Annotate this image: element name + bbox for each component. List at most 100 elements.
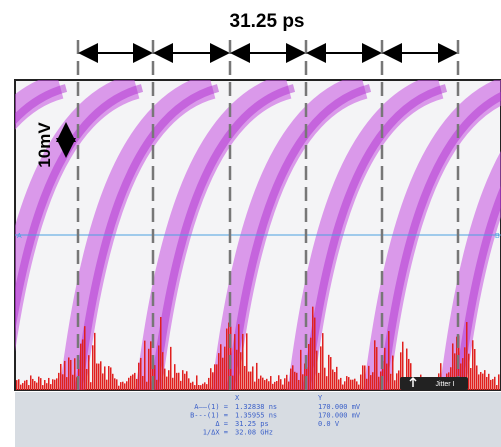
histogram-bar [312, 307, 314, 390]
histogram-bar [368, 366, 370, 390]
histogram-bar [484, 370, 486, 390]
histogram-bar [388, 331, 390, 390]
histogram-bar [482, 374, 484, 390]
histogram-bar [92, 345, 94, 390]
jitter-button[interactable]: Jitter I [400, 377, 468, 390]
histogram-bar [216, 364, 218, 390]
histogram-bar [392, 356, 394, 390]
histogram-bar [144, 341, 146, 390]
histogram-bar [182, 370, 184, 390]
histogram-bar [324, 368, 326, 390]
histogram-bar [298, 380, 300, 390]
histogram-bar [196, 375, 198, 390]
histogram-bar [232, 376, 234, 390]
readout-x: 31.25 ps [235, 420, 269, 428]
histogram-bar [108, 366, 110, 390]
histogram-bar [498, 374, 500, 390]
histogram-bar [268, 381, 270, 390]
histogram-bar [360, 375, 362, 390]
histogram-bar [36, 383, 38, 390]
histogram-bar [58, 373, 60, 390]
histogram-bar [218, 353, 220, 390]
histogram-bar [254, 382, 256, 390]
readout-y: 170.000 mV [318, 412, 361, 420]
histogram-bar [486, 377, 488, 390]
histogram-bar [16, 380, 18, 390]
scale-label: 10mV [35, 122, 54, 168]
histogram-bar [188, 378, 190, 390]
histogram-bar [100, 361, 102, 390]
histogram-bar [26, 380, 28, 390]
histogram-bar [222, 358, 224, 390]
histogram-bar [246, 333, 248, 390]
histogram-bar [212, 372, 214, 390]
histogram-bar [40, 378, 42, 390]
histogram-bar [288, 382, 290, 390]
histogram-bar [390, 374, 392, 390]
histogram-bar [148, 349, 150, 390]
histogram-bar [236, 350, 238, 390]
histogram-bar [56, 378, 58, 390]
histogram-bar [384, 348, 386, 390]
histogram-bar [480, 372, 482, 390]
histogram-bar [114, 378, 116, 390]
histogram-bar [68, 357, 70, 390]
histogram-bar [342, 385, 344, 390]
histogram-bar [20, 385, 22, 390]
histogram-bar [274, 382, 276, 390]
histogram-bar [358, 385, 360, 390]
histogram-bar [160, 317, 162, 390]
histogram-bar [66, 377, 68, 390]
histogram-bar [242, 334, 244, 390]
histogram-bar [284, 378, 286, 390]
histogram-bar [262, 378, 264, 390]
histogram-bar [202, 384, 204, 390]
histogram-bar [250, 372, 252, 390]
histogram-bar [96, 363, 98, 390]
histogram-bar [272, 384, 274, 390]
histogram-bar [292, 365, 294, 390]
histogram-bar [374, 340, 376, 390]
histogram-bar [174, 364, 176, 390]
histogram-bar [244, 366, 246, 390]
histogram-bar [138, 363, 140, 390]
histogram-bar [296, 373, 298, 390]
histogram-bar [210, 368, 212, 390]
histogram-bar [60, 364, 62, 390]
histogram-bar [50, 384, 52, 390]
histogram-bar [214, 364, 216, 390]
histogram-bar [88, 355, 90, 390]
histogram-bar [72, 375, 74, 390]
histogram-bar [176, 373, 178, 390]
histogram-bar [238, 324, 240, 390]
histogram-bar [130, 376, 132, 390]
readout-x: 1.35955 ns [235, 412, 277, 420]
histogram-bar [248, 372, 250, 390]
histogram-bar [146, 382, 148, 390]
histogram-bar [266, 379, 268, 390]
histogram-bar [180, 381, 182, 390]
histogram-bar [472, 340, 474, 390]
histogram-bar [208, 378, 210, 390]
histogram-bar [356, 381, 358, 390]
histogram-bar [84, 326, 86, 390]
histogram-bar [338, 379, 340, 390]
histogram-bar [82, 339, 84, 390]
histogram-bar [38, 377, 40, 390]
histogram-bar [496, 385, 498, 390]
histogram-bar [64, 361, 66, 390]
histogram-bar [336, 367, 338, 390]
histogram-bar [102, 373, 104, 390]
histogram-bar [142, 376, 144, 390]
histogram-bar [28, 385, 30, 390]
histogram-bar [134, 373, 136, 390]
histogram-bar [118, 386, 120, 390]
histogram-bar [94, 333, 96, 390]
readout-label: B---(1) = [190, 412, 228, 420]
button-label[interactable]: Jitter I [435, 381, 454, 388]
histogram-bar [476, 365, 478, 390]
readout-x: 32.08 GHz [235, 429, 273, 437]
histogram-bar [136, 379, 138, 390]
histogram-bar [74, 358, 76, 390]
histogram-bar [320, 346, 322, 390]
